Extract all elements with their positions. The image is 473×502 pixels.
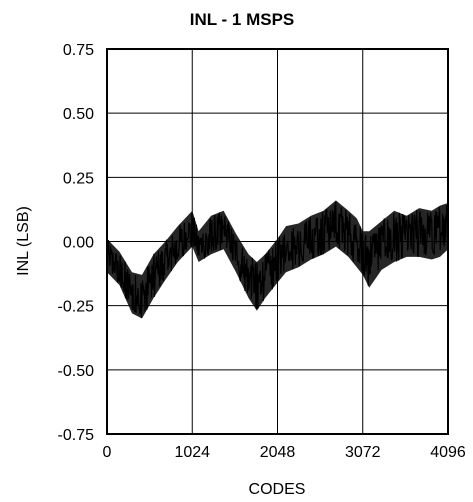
y-tick-label-0: 0.75 — [63, 42, 94, 59]
y-tick-label-5: -0.50 — [58, 363, 95, 380]
plot-frame — [106, 48, 449, 435]
x-tick-label-4: 4096 — [430, 444, 466, 461]
x-tick-label-2: 2048 — [260, 444, 296, 461]
y-tick-label-3: 0.00 — [63, 235, 94, 252]
y-tick-label-4: -0.25 — [58, 299, 95, 316]
x-tick-label-1: 1024 — [174, 444, 210, 461]
x-tick-label-3: 3072 — [345, 444, 381, 461]
series-group — [106, 200, 449, 319]
y-tick-label-6: -0.75 — [58, 427, 95, 444]
x-tick-label-0: 0 — [103, 444, 112, 461]
x-axis-title: CODES — [249, 481, 306, 498]
chart-title: INL - 1 MSPS — [190, 10, 295, 29]
y-tick-label-2: 0.25 — [63, 170, 94, 187]
y-axis-title: INL (LSB) — [15, 206, 32, 276]
x-tick-labels: 0 1024 2048 3072 4096 — [103, 444, 466, 461]
series-line-0 — [106, 201, 449, 318]
y-tick-labels: 0.75 0.50 0.25 0.00 -0.25 -0.50 -0.75 — [58, 42, 95, 444]
y-tick-label-1: 0.50 — [63, 106, 94, 123]
